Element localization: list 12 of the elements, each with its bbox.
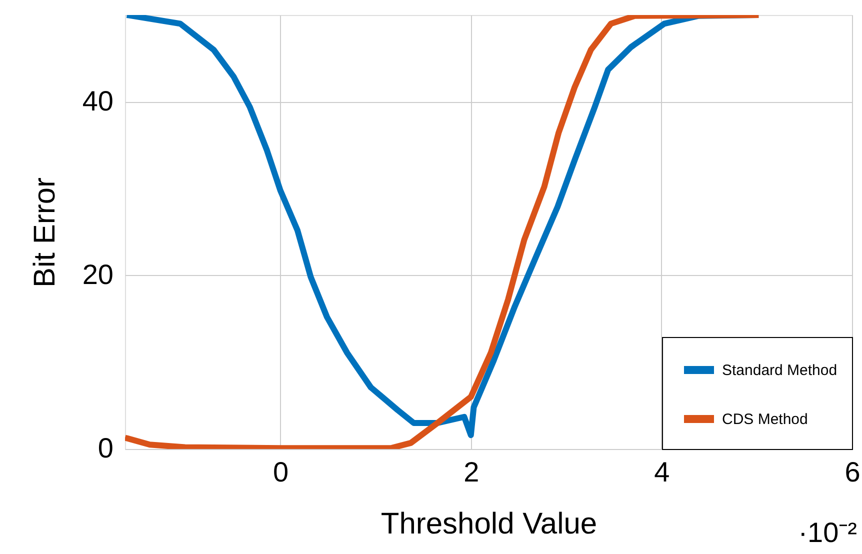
x-tick-label: 4: [654, 456, 670, 488]
y-tick-label: 20: [82, 258, 114, 290]
y-axis-title: Bit Error: [28, 177, 62, 288]
x-tick-label: 0: [273, 456, 289, 488]
legend-label: CDS Method: [722, 411, 808, 428]
text: ·10⁻²: [798, 517, 857, 548]
x-axis-title: Threshold Value: [380, 508, 598, 540]
y-tick-label: 40: [82, 85, 114, 116]
x-tick-label: 6: [844, 456, 860, 488]
y-tick-label: 0: [98, 432, 114, 464]
x-tick-label: 2: [464, 456, 480, 488]
legend-label: Standard Method: [722, 362, 838, 379]
